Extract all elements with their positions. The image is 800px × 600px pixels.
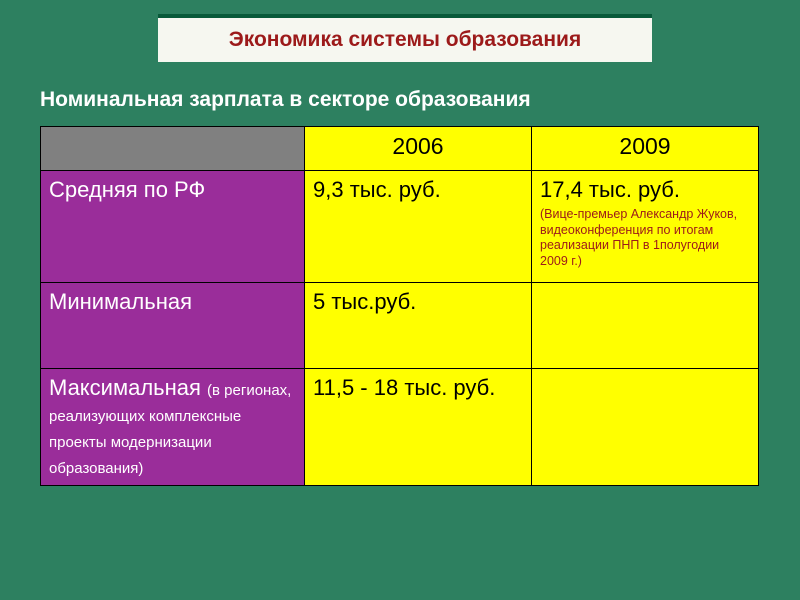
subtitle: Номинальная зарплата в секторе образован… [40,88,531,112]
salary-table: 2006 2009 Средняя по РФ 9,3 тыс. руб. 17… [40,126,759,486]
table-row: Максимальная (в регионах, реализующих ко… [41,369,759,486]
row-label-text: Максимальная [49,375,207,400]
table-row: Средняя по РФ 9,3 тыс. руб. 17,4 тыс. ру… [41,171,759,283]
table-row: Минимальная 5 тыс.руб. [41,283,759,369]
row-label-text: Минимальная [49,289,192,314]
cell-2006: 9,3 тыс. руб. [305,171,532,283]
cell-2009: 17,4 тыс. руб. (Вице-премьер Александр Ж… [532,171,759,283]
cell-value: 17,4 тыс. руб. [540,177,680,202]
cell-2006: 5 тыс.руб. [305,283,532,369]
page-title: Экономика системы образования [229,28,581,52]
title-box: Экономика системы образования [158,14,652,62]
header-year-2: 2009 [532,127,759,171]
table-header-row: 2006 2009 [41,127,759,171]
cell-2006: 11,5 - 18 тыс. руб. [305,369,532,486]
cell-note: (Вице-премьер Александр Жуков, видеоконф… [540,207,750,270]
cell-2009 [532,283,759,369]
row-label-text: Средняя по РФ [49,177,205,202]
row-label: Максимальная (в регионах, реализующих ко… [41,369,305,486]
header-blank [41,127,305,171]
row-label: Минимальная [41,283,305,369]
header-year-1: 2006 [305,127,532,171]
cell-2009 [532,369,759,486]
row-label: Средняя по РФ [41,171,305,283]
